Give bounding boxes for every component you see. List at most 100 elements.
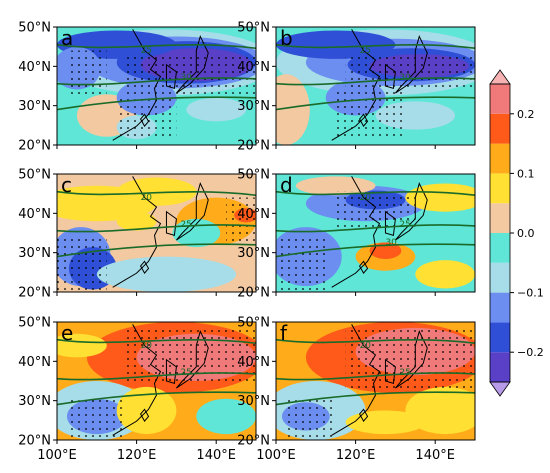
anomaly-contour-fill [116,386,177,435]
lat-tick-label: 30°N [18,99,51,114]
lat-tick-label: 50°N [237,21,270,36]
lon-tick-label: 140°E [196,448,236,463]
panel-letter: c [61,173,72,197]
contour-label: 20 [360,193,372,203]
colorbar-segment [490,352,510,382]
colorbar-segment [490,292,510,323]
coastline-taiwan [139,113,150,127]
lat-tick-label: 20°N [237,434,270,449]
lat-tick-label: 20°N [18,139,51,154]
significance-stippling [276,238,326,292]
panel-letter: b [280,26,293,50]
anomaly-contour-fill [345,410,426,435]
anomaly-contour-fill [196,398,256,435]
panel-frame [56,173,257,293]
lat-tick-label: 50°N [18,168,51,183]
lat-tick-label: 20°N [237,286,270,301]
jet-contour-line [276,224,475,233]
colorbar-segment [490,173,510,204]
anomaly-contour-fill [186,97,247,122]
contour-label: 30 [385,238,397,248]
colorbar-segment [490,203,510,233]
panel-frame [275,26,476,146]
colorbar-segment [490,233,510,263]
coastline-korea [165,358,177,385]
coastline [331,176,381,288]
significance-stippling [57,238,107,292]
anomaly-contour-fill [116,211,157,231]
lat-tick-label: 40°N [237,207,270,222]
lon-tick-label: 100°E [256,448,296,463]
colorbar-segment [490,84,510,114]
lat-tick-label: 20°N [18,286,51,301]
jet-contour-line [276,243,475,258]
panel-b: 25 30 b 50°N 40°N 30°N 20°N [237,21,476,154]
jet-contour-line [57,43,256,50]
jet-contour-line [276,391,475,406]
jet-contour-line [57,77,256,86]
significance-stippling [66,398,127,440]
coastline-taiwan [358,260,369,274]
jet-contour-line [57,190,256,197]
panel-frame [56,321,257,441]
significance-stippling [226,197,256,245]
coastline-korea [384,210,396,237]
lon-tick-label: 120°E [117,448,157,463]
coastline-korea [165,63,177,90]
panel-letter: e [61,321,73,345]
panel-a: 25 30 a 50°N 40°N 30°N 20°N [18,21,257,154]
panel-letter: f [280,321,288,345]
lat-tick-label: 40°N [18,60,51,75]
lat-tick-label: 40°N [18,207,51,222]
anomaly-contour-fill [57,333,107,358]
contour-label: 25 [180,220,191,230]
lat-tick-label: 50°N [18,316,51,331]
contour-label: 20 [141,193,153,203]
lat-tick-label: 30°N [237,99,270,114]
significance-stippling [66,50,107,98]
significance-stippling [345,327,475,393]
coastline-japan [176,330,209,389]
colorbar-segment [490,262,510,293]
anomaly-contour-fill [295,176,376,196]
lat-tick-label: 30°N [237,394,270,409]
lat-tick-label: 30°N [18,246,51,261]
anomaly-contour-fill [116,177,197,206]
lon-tick-label: 140°E [415,448,455,463]
jet-contour-line [276,372,475,381]
coastline-japan [395,330,428,389]
contour-label: 25 [399,220,410,230]
jet-contour-line [57,224,256,233]
coastline-taiwan [358,113,369,127]
jet-contour-line [57,338,256,345]
coastline-japan [395,35,428,94]
coastline-korea [384,63,396,90]
jet-contour-line [57,391,256,406]
jet-contour-line [276,190,475,197]
colorbar-extend-low [489,381,511,397]
colorbar-tick-label: −0.2 [517,346,544,359]
lon-tick-label: 100°E [37,448,77,463]
coastline [112,324,162,436]
anomaly-contour-fill [276,30,396,59]
anomaly-contour-fill [405,183,475,212]
lat-tick-label: 30°N [18,394,51,409]
colorbar-tick-label: 0.2 [517,108,535,121]
coastline-taiwan [358,408,369,422]
coastline-japan [176,35,209,94]
coastline-japan [395,182,428,241]
colorbar-segment [490,143,510,174]
contour-label: 30 [399,73,411,83]
contour-label: 25 [180,368,191,378]
colorbar-tick-label: −0.1 [517,287,544,300]
lat-tick-label: 40°N [237,355,270,370]
lon-tick-label: 120°E [336,448,376,463]
coastline [331,29,381,141]
panel-frame [275,173,476,293]
jet-contour-line [57,243,256,258]
lat-tick-label: 40°N [18,355,51,370]
